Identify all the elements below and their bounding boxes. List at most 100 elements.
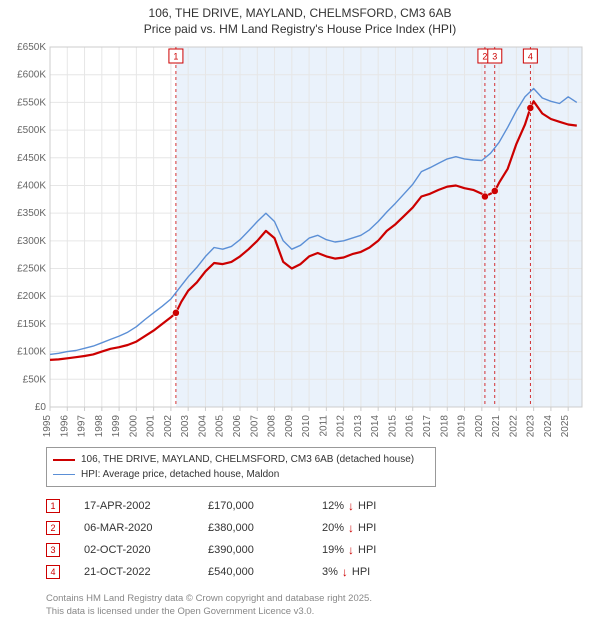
sale-flag-number: 4	[46, 565, 60, 579]
arrow-down-icon: ↓	[348, 544, 354, 556]
x-tick-label: 2001	[146, 415, 157, 438]
sale-row: 3 02-OCT-2020 £390,000 19% ↓ HPI	[46, 539, 592, 561]
sale-date: 06-MAR-2020	[84, 522, 184, 534]
y-tick-label: £250K	[17, 264, 46, 275]
sale-diff-suffix: HPI	[358, 500, 376, 512]
y-tick-label: £400K	[17, 181, 46, 192]
x-tick-label: 2022	[508, 415, 519, 438]
flag-marker: 3	[488, 49, 502, 63]
sale-marker	[481, 193, 488, 200]
footer-line2: This data is licensed under the Open Gov…	[46, 606, 592, 619]
sale-diff-pct: 3%	[322, 566, 338, 578]
x-tick-label: 1999	[111, 415, 122, 438]
chart-area: £0 £50K £100K £150K £200K £250K £300K £350K £400…	[8, 41, 592, 441]
flag-marker: 1	[169, 49, 183, 63]
sale-diff-suffix: HPI	[358, 522, 376, 534]
sale-flag-number: 2	[46, 521, 60, 535]
x-tick-label: 1998	[94, 415, 105, 438]
y-tick-label: £100K	[17, 347, 46, 358]
x-tick-label: 2016	[405, 415, 416, 438]
sale-date: 21-OCT-2022	[84, 566, 184, 578]
y-tick-label: £600K	[17, 70, 46, 81]
svg-text:2: 2	[482, 52, 487, 62]
x-tick-label: 2014	[370, 415, 381, 438]
x-tick-label: 1996	[59, 415, 70, 438]
svg-text:4: 4	[528, 52, 533, 62]
sale-flag-number: 1	[46, 499, 60, 513]
y-tick-label: £0	[35, 402, 47, 413]
chart-title-line1: 106, THE DRIVE, MAYLAND, CHELMSFORD, CM3…	[8, 6, 592, 22]
y-tick-label: £450K	[17, 153, 46, 164]
sale-price: £380,000	[208, 522, 298, 534]
y-tick-label: £350K	[17, 208, 46, 219]
sale-row: 2 06-MAR-2020 £380,000 20% ↓ HPI	[46, 517, 592, 539]
sale-diff: 3% ↓ HPI	[322, 566, 412, 578]
sale-diff-suffix: HPI	[352, 566, 370, 578]
sale-marker	[527, 105, 534, 112]
sale-row: 4 21-OCT-2022 £540,000 3% ↓ HPI	[46, 561, 592, 583]
x-tick-label: 2023	[526, 415, 537, 438]
line-chart: £0 £50K £100K £150K £200K £250K £300K £350K £400…	[8, 41, 592, 441]
sale-diff-pct: 20%	[322, 522, 344, 534]
sale-diff-pct: 19%	[322, 544, 344, 556]
footer-line1: Contains HM Land Registry data © Crown c…	[46, 593, 592, 606]
x-tick-label: 2018	[439, 415, 450, 438]
x-tick-label: 2011	[318, 415, 329, 437]
sale-price: £540,000	[208, 566, 298, 578]
sale-date: 17-APR-2002	[84, 500, 184, 512]
y-tick-label: £500K	[17, 125, 46, 136]
sale-diff: 19% ↓ HPI	[322, 544, 412, 556]
sale-date: 02-OCT-2020	[84, 544, 184, 556]
chart-title-line2: Price paid vs. HM Land Registry's House …	[8, 22, 592, 38]
legend-label: 106, THE DRIVE, MAYLAND, CHELMSFORD, CM3…	[81, 452, 414, 467]
y-tick-label: £200K	[17, 291, 46, 302]
sale-flag-number: 3	[46, 543, 60, 557]
arrow-down-icon: ↓	[348, 522, 354, 534]
chart-title-block: 106, THE DRIVE, MAYLAND, CHELMSFORD, CM3…	[8, 6, 592, 37]
y-tick-label: £150K	[17, 319, 46, 330]
arrow-down-icon: ↓	[342, 566, 348, 578]
sale-price: £170,000	[208, 500, 298, 512]
arrow-down-icon: ↓	[348, 500, 354, 512]
x-tick-label: 2021	[491, 415, 502, 438]
sale-price: £390,000	[208, 544, 298, 556]
x-tick-label: 2010	[301, 415, 312, 438]
x-tick-label: 2008	[267, 415, 278, 438]
sale-marker	[172, 310, 179, 317]
x-tick-label: 1995	[42, 415, 53, 438]
x-tick-label: 2025	[560, 415, 571, 438]
x-tick-label: 2005	[215, 415, 226, 438]
x-tick-label: 2000	[128, 415, 139, 438]
y-tick-label: £300K	[17, 236, 46, 247]
sale-diff: 20% ↓ HPI	[322, 522, 412, 534]
x-tick-label: 2015	[387, 415, 398, 438]
legend-swatch	[53, 474, 75, 475]
x-tick-label: 2020	[474, 415, 485, 438]
x-tick-label: 2006	[232, 415, 243, 438]
x-tick-label: 2003	[180, 415, 191, 438]
sale-row: 117-APR-2002£170,00012%↓HPI	[46, 495, 592, 517]
flag-marker: 4	[523, 49, 537, 63]
x-tick-label: 2013	[353, 415, 364, 438]
x-tick-label: 2007	[249, 415, 260, 438]
legend-swatch	[53, 459, 75, 461]
svg-text:1: 1	[173, 52, 178, 62]
x-tick-label: 2019	[457, 415, 468, 438]
x-tick-label: 2012	[336, 415, 347, 438]
x-tick-label: 2009	[284, 415, 295, 438]
footer-attribution: Contains HM Land Registry data © Crown c…	[46, 593, 592, 619]
legend-item: 106, THE DRIVE, MAYLAND, CHELMSFORD, CM3…	[53, 452, 429, 467]
legend-label: HPI: Average price, detached house, Mald…	[81, 467, 279, 482]
sale-marker	[491, 188, 498, 195]
svg-text:3: 3	[492, 52, 497, 62]
x-tick-label: 1997	[77, 415, 88, 438]
x-tick-label: 2002	[163, 415, 174, 438]
y-tick-label: £50K	[23, 374, 47, 385]
x-tick-label: 2004	[197, 415, 208, 438]
legend-item: HPI: Average price, detached house, Mald…	[53, 467, 429, 482]
sale-diff-suffix: HPI	[358, 544, 376, 556]
y-tick-label: £650K	[17, 42, 46, 53]
x-tick-label: 2017	[422, 415, 433, 438]
y-tick-label: £550K	[17, 98, 46, 109]
sales-table: 117-APR-2002£170,00012%↓HPI206-MAR-2020£…	[46, 495, 592, 583]
